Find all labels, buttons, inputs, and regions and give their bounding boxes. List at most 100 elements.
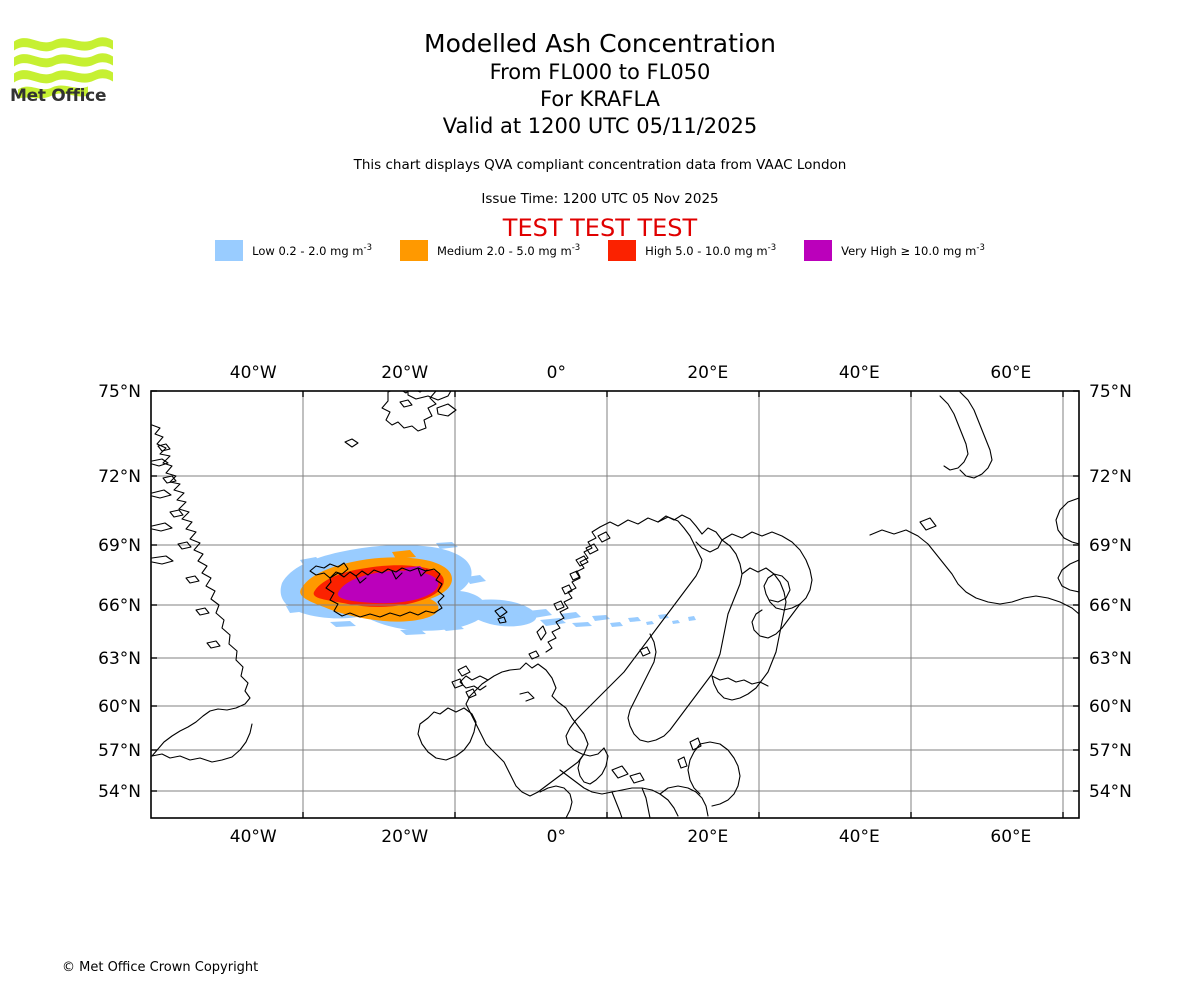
page-title: Modelled Ash Concentration: [424, 29, 776, 58]
coastline-norway-island-3: [553, 600, 565, 611]
flight-level-range: From FL000 to FL050: [489, 60, 711, 84]
coastline-gb-hebrides-2: [451, 678, 464, 689]
coastline-greenland-fjord-3: [151, 522, 173, 532]
longitude-labels-bottom: 40°W 20°W 0° 20°E 40°E 60°E: [230, 827, 1031, 847]
coastline-svalbard-edgeoya: [436, 403, 457, 417]
concentration-legend: Low 0.2 - 2.0 mg m-3 Medium 2.0 - 5.0 mg …: [150, 240, 1050, 261]
latitude-tick-label: 75°N: [98, 382, 141, 402]
coastline-iceland-inlet-1: [355, 575, 367, 584]
coastline-norway-lofoten-1: [597, 531, 611, 543]
coastline-norway-island-4: [639, 646, 651, 657]
coastline-denmark-islands: [611, 765, 629, 779]
coastline-europe-north: [559, 769, 679, 817]
coastline-svalbard-small: [399, 399, 413, 408]
legend-label: Low 0.2 - 2.0 mg m-3: [252, 243, 372, 258]
latitude-tick-label: 60°N: [1089, 697, 1132, 717]
coastline-iceland-inlet-2: [391, 570, 403, 580]
coastline-finland: [711, 567, 787, 701]
latitude-tick-label: 63°N: [1089, 649, 1132, 669]
latitude-tick-label: 72°N: [98, 467, 141, 487]
legend-swatch: [804, 240, 833, 261]
legend-swatch: [608, 240, 637, 261]
latitude-tick-label: 72°N: [1089, 467, 1132, 487]
coastline-norway: [565, 516, 703, 757]
coastline-greenland-fjord-2: [151, 489, 172, 499]
longitude-tick-label: 20°E: [687, 827, 728, 847]
coastline-orkney: [528, 650, 540, 660]
coastline-russia-east-1: [1055, 497, 1079, 545]
coastline-poland: [659, 785, 709, 817]
longitude-tick-label: 40°W: [230, 827, 277, 847]
chart-header: Modelled Ash Concentration From FL000 to…: [150, 28, 1050, 140]
latitude-labels-left: 75°N 72°N 69°N 66°N 63°N 60°N 57°N 54°N: [98, 382, 141, 802]
coastline-jan-mayen: [344, 438, 359, 448]
longitude-tick-label: 60°E: [990, 827, 1031, 847]
coastline-norway-north-cape: [657, 514, 723, 553]
legend-label: High 5.0 - 10.0 mg m-3: [645, 243, 777, 258]
met-office-wordmark: Met Office: [10, 86, 107, 106]
coastline-denmark: [577, 747, 609, 785]
latitude-tick-label: 60°N: [98, 697, 141, 717]
latitude-tick-label: 63°N: [98, 649, 141, 669]
coastline-kolguyev: [919, 517, 937, 531]
coastline-greenland-island-3: [169, 509, 184, 518]
coastline-gotland: [689, 737, 702, 751]
coastline-greenland-island-7: [206, 640, 221, 649]
coastline-iceland-nw-fjords: [309, 562, 349, 579]
coastline-gb-west-coast-detail: [459, 675, 489, 691]
longitude-tick-label: 60°E: [990, 363, 1031, 383]
map-ticks: [151, 390, 1079, 818]
coastline-shetland: [536, 625, 547, 641]
coastline-netherlands: [539, 785, 573, 818]
coastline-norway-island-2: [561, 584, 573, 595]
legend-label: Very High ≥ 10.0 mg m-3: [841, 243, 985, 258]
coastline-svalbard-main: [381, 391, 437, 432]
latitude-tick-label: 57°N: [1089, 741, 1132, 761]
latitude-tick-label: 69°N: [98, 536, 141, 556]
valid-time: Valid at 1200 UTC 05/11/2025: [442, 114, 758, 138]
coastline-iceland-inlet-3: [417, 567, 428, 577]
longitude-tick-label: 0°: [547, 827, 566, 847]
coastline-europe-inland-2: [641, 787, 651, 818]
coastline-europe-inland: [611, 791, 623, 818]
longitude-tick-label: 40°E: [839, 827, 880, 847]
legend-label: Medium 2.0 - 5.0 mg m-3: [436, 243, 581, 258]
coastline-greenland-island-4: [177, 541, 192, 550]
coastline-greenland-fjord-1: [151, 458, 169, 467]
coastline-oland: [677, 756, 688, 769]
legend-entry: Medium 2.0 - 5.0 mg m-3: [399, 240, 581, 261]
coastline-sweden: [627, 539, 743, 743]
coastline-svalbard-north: [407, 391, 452, 401]
longitude-tick-label: 20°W: [381, 363, 428, 383]
legend-entry: High 5.0 - 10.0 mg m-3: [608, 240, 776, 261]
coastline-novaya-zemlya-1: [959, 391, 993, 479]
legend-entry: Very High ≥ 10.0 mg m-3: [804, 240, 985, 261]
longitude-tick-label: 40°E: [839, 363, 880, 383]
coastline-ireland: [417, 707, 477, 761]
coastline-faroe-2: [497, 616, 507, 624]
latitude-tick-label: 66°N: [1089, 596, 1132, 616]
latitude-tick-label: 69°N: [1089, 536, 1132, 556]
longitude-tick-label: 20°W: [381, 827, 428, 847]
coastline-gb-hebrides-1: [457, 665, 471, 677]
coastline-whitesea-inner: [751, 603, 801, 639]
coastline-greenland-island-6: [195, 607, 210, 616]
coastline-finland-gulf: [711, 675, 769, 687]
legend-swatch: [399, 240, 428, 261]
coastline-greenland: [151, 424, 251, 757]
coastline-greenland-island-2: [162, 475, 177, 484]
longitude-tick-label: 40°W: [230, 363, 277, 383]
coastline-novaya-zemlya-2: [939, 395, 969, 471]
qva-compliance-note: This chart displays QVA compliant concen…: [353, 157, 847, 173]
logo-waves: [14, 37, 113, 99]
longitude-labels-top: 40°W 20°W 0° 20°E 40°E 60°E: [230, 363, 1031, 383]
coastline-norway-lofoten-3: [575, 555, 589, 567]
copyright-notice: © Met Office Crown Copyright: [62, 960, 259, 975]
legend-entry: Low 0.2 - 2.0 mg m-3: [215, 240, 372, 261]
coastline-russia-north: [869, 529, 1079, 615]
coastline-gb-firth: [519, 691, 535, 702]
latitude-tick-label: 57°N: [98, 741, 141, 761]
latitude-labels-right: 75°N 72°N 69°N 66°N 63°N 60°N 57°N 54°N: [1089, 382, 1132, 802]
coastline-iceland: [325, 567, 445, 618]
coastline-baltic-states-2: [687, 743, 701, 795]
